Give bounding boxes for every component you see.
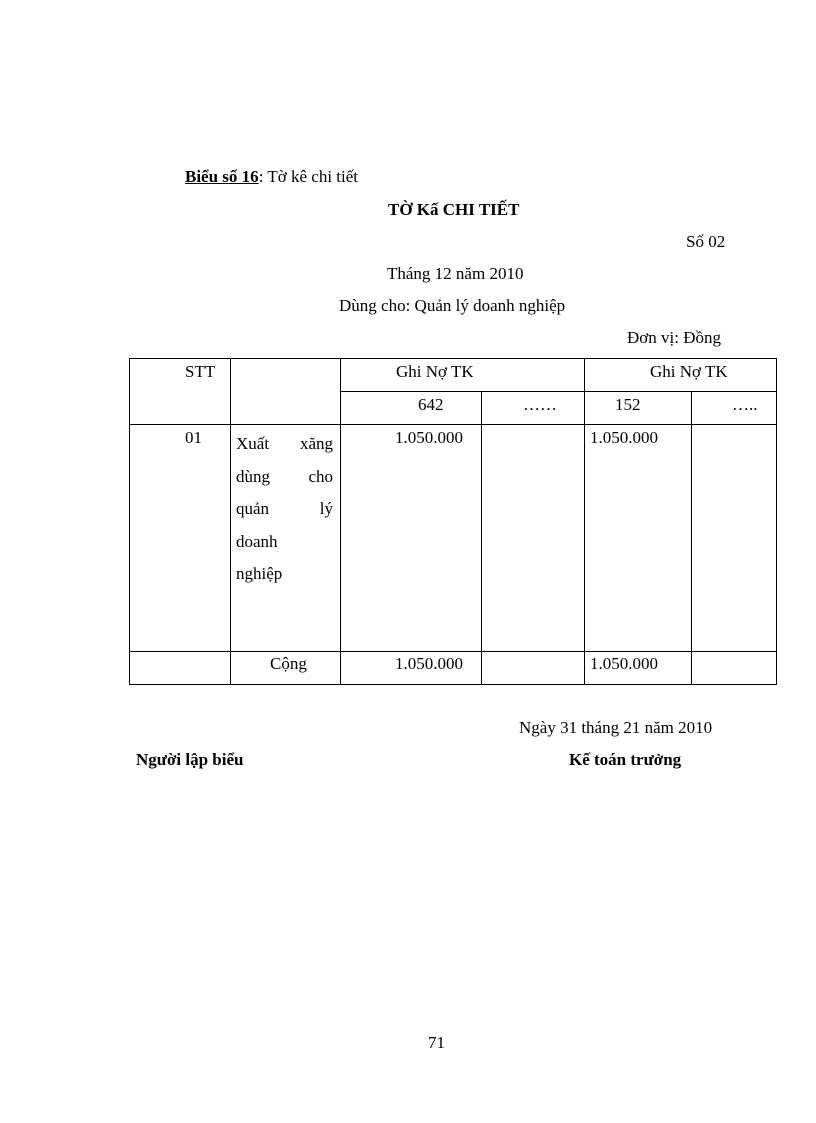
header-other-1: …… [523, 395, 557, 414]
signing-date: Ngày 31 tháng 21 năm 2010 [519, 718, 713, 737]
document-title: TỜ Kấ CHI TIẾT [388, 200, 520, 219]
header-group-2: Ghi Nợ TK [650, 362, 728, 381]
used-for: Dùng cho: Quản lý doanh nghiệp [339, 296, 566, 315]
row-amount-642: 1.050.000 [395, 428, 463, 447]
header-other-2: ….. [732, 395, 758, 414]
signer-chief-accountant: Kế toán trưởng [569, 750, 682, 769]
description-line: quản lý [236, 499, 333, 518]
form-label: Biểu số 16 [185, 167, 259, 186]
row-description: Xuất xăng dùng cho quản lý doanh nghiệp [236, 428, 333, 591]
page-number: 71 [428, 1033, 445, 1052]
description-line: dùng cho [236, 466, 333, 486]
form-heading: Biểu số 16: Tờ kê chi tiết [185, 168, 358, 185]
row-stt: 01 [185, 428, 202, 447]
signer-preparer: Người lập biểu [136, 750, 244, 769]
description-line: doanh [236, 531, 278, 551]
total-amount-152: 1.050.000 [590, 654, 658, 673]
currency-unit: Đơn vị: Đồng [627, 328, 721, 347]
header-account-642: 642 [418, 395, 444, 414]
period: Tháng 12 năm 2010 [387, 264, 524, 283]
header-account-152: 152 [615, 395, 641, 414]
document-number: Số 02 [686, 232, 726, 251]
description-line: nghiệp [236, 564, 283, 583]
description-line: Xuất xăng [236, 434, 333, 453]
total-label: Cộng [270, 654, 307, 673]
header-stt: STT [185, 362, 216, 381]
form-label-suffix: : Tờ kê chi tiết [258, 167, 359, 186]
row-amount-152: 1.050.000 [590, 428, 658, 447]
total-amount-642: 1.050.000 [395, 654, 463, 673]
header-group-1: Ghi Nợ TK [396, 362, 474, 381]
